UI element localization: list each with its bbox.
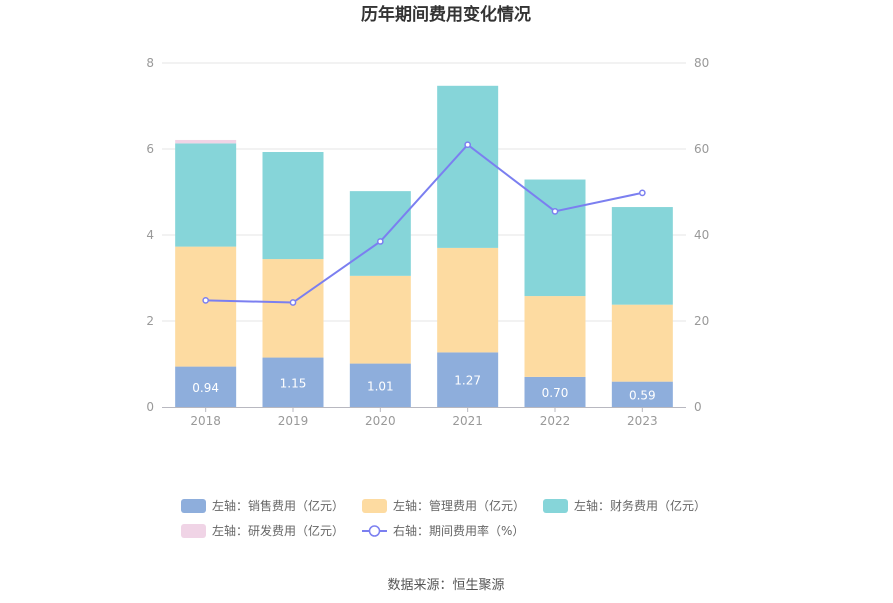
y-left-tick-label: 0	[146, 400, 154, 414]
x-axis: 2018 2019 2020 2021 2022 2023	[162, 407, 686, 428]
x-tick-label: 2022	[540, 414, 571, 428]
legend-swatch	[181, 499, 206, 513]
rate-point	[638, 189, 646, 197]
bar-value-label: 1.01	[367, 379, 394, 393]
y-right-tick-label: 60	[694, 142, 709, 156]
bar-segment	[262, 357, 324, 407]
chart-title: 历年期间费用变化情况	[361, 4, 531, 25]
legend-swatch	[362, 499, 387, 513]
legend: 左轴：销售费用（亿元） 左轴：管理费用（亿元） 左轴：财务费用（亿元） 左轴：研发费用…	[181, 498, 706, 538]
bar-segment	[524, 296, 586, 377]
line-layer	[202, 141, 646, 306]
y-right-tick-label: 0	[694, 400, 702, 414]
bar-segment	[175, 139, 237, 144]
bar-segment	[349, 363, 411, 407]
bar-segment	[349, 191, 411, 276]
y-right-tick-label: 40	[694, 228, 709, 242]
x-tick-label: 2020	[365, 414, 396, 428]
bar-segment	[349, 275, 411, 364]
bar-segment	[524, 179, 586, 297]
bar-value-label: 1.15	[280, 376, 307, 390]
bar-segment	[611, 381, 673, 407]
bar-segment	[262, 259, 324, 358]
rate-point	[464, 141, 472, 149]
y-left-tick-label: 8	[146, 56, 154, 70]
x-tick-label: 2023	[627, 414, 658, 428]
left-axis: 0 2 4 6 8	[146, 56, 154, 414]
legend-label: 左轴：研发费用（亿元）	[212, 523, 344, 538]
y-left-tick-label: 6	[146, 142, 154, 156]
rate-point	[289, 299, 297, 306]
bar-segment	[175, 143, 237, 247]
bar-segment	[611, 304, 673, 382]
x-tick-label: 2018	[190, 414, 221, 428]
legend-label: 右轴：期间费用率（%）	[393, 523, 524, 538]
bar-value-label: 0.94	[192, 381, 219, 395]
bar-value-label: 0.70	[542, 386, 569, 400]
bar-segment	[437, 85, 499, 248]
y-left-tick-label: 4	[146, 228, 154, 242]
legend-label: 左轴：管理费用（亿元）	[393, 498, 525, 513]
bar-segment	[611, 207, 673, 305]
rate-point	[376, 238, 384, 245]
bar-segment	[175, 246, 237, 367]
bar-segment	[437, 352, 499, 407]
rate-line	[205, 143, 643, 304]
legend-swatch	[181, 524, 206, 538]
legend-label: 左轴：销售费用（亿元）	[212, 498, 344, 513]
source-note: 数据来源：恒生聚源	[387, 578, 504, 593]
bar-segment	[262, 152, 324, 260]
legend-label: 左轴：财务费用（亿元）	[574, 498, 706, 513]
bar-segment	[175, 366, 237, 407]
grid-layer	[162, 62, 686, 322]
x-tick-label: 2019	[278, 414, 309, 428]
right-axis: 0 20 40 60 80	[694, 56, 709, 414]
rate-point	[202, 297, 210, 304]
bar-segment	[524, 376, 586, 407]
y-right-tick-label: 80	[694, 56, 709, 70]
legend-swatch	[543, 499, 568, 513]
bar-value-label: 1.27	[454, 374, 481, 388]
rate-point	[551, 208, 559, 215]
y-left-tick-label: 2	[146, 314, 154, 328]
x-tick-label: 2021	[452, 414, 483, 428]
y-right-tick-label: 20	[694, 314, 709, 328]
bar-segment	[437, 247, 499, 353]
bar-value-label: 0.59	[629, 388, 656, 402]
bars-layer: 0.94 1.15 1.01 1.27 0.70 0.59	[175, 85, 673, 407]
legend-marker	[368, 525, 381, 537]
